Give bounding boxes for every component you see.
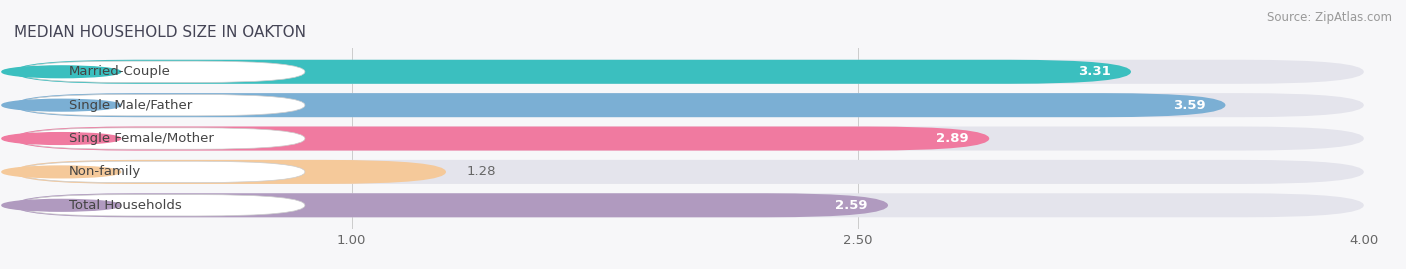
FancyBboxPatch shape bbox=[14, 160, 1364, 184]
Text: Total Households: Total Households bbox=[69, 199, 181, 212]
FancyBboxPatch shape bbox=[14, 160, 446, 184]
Circle shape bbox=[1, 66, 121, 78]
FancyBboxPatch shape bbox=[18, 61, 305, 83]
Text: 3.31: 3.31 bbox=[1078, 65, 1111, 78]
Text: Married-Couple: Married-Couple bbox=[69, 65, 170, 78]
FancyBboxPatch shape bbox=[14, 60, 1364, 84]
Text: Source: ZipAtlas.com: Source: ZipAtlas.com bbox=[1267, 11, 1392, 24]
Text: 2.89: 2.89 bbox=[936, 132, 969, 145]
FancyBboxPatch shape bbox=[14, 126, 1364, 151]
FancyBboxPatch shape bbox=[18, 194, 305, 216]
FancyBboxPatch shape bbox=[14, 93, 1364, 117]
Text: 3.59: 3.59 bbox=[1173, 99, 1205, 112]
FancyBboxPatch shape bbox=[14, 126, 990, 151]
Text: Non-family: Non-family bbox=[69, 165, 141, 178]
Text: Single Male/Father: Single Male/Father bbox=[69, 99, 193, 112]
FancyBboxPatch shape bbox=[14, 193, 889, 217]
Text: Single Female/Mother: Single Female/Mother bbox=[69, 132, 214, 145]
Text: 2.59: 2.59 bbox=[835, 199, 868, 212]
Circle shape bbox=[1, 133, 121, 144]
FancyBboxPatch shape bbox=[14, 60, 1130, 84]
Text: MEDIAN HOUSEHOLD SIZE IN OAKTON: MEDIAN HOUSEHOLD SIZE IN OAKTON bbox=[14, 25, 307, 40]
FancyBboxPatch shape bbox=[14, 193, 1364, 217]
Circle shape bbox=[1, 166, 121, 178]
Circle shape bbox=[1, 99, 121, 111]
FancyBboxPatch shape bbox=[18, 94, 305, 116]
Circle shape bbox=[1, 199, 121, 211]
FancyBboxPatch shape bbox=[18, 161, 305, 183]
Text: 1.28: 1.28 bbox=[467, 165, 496, 178]
FancyBboxPatch shape bbox=[14, 93, 1226, 117]
FancyBboxPatch shape bbox=[18, 128, 305, 149]
